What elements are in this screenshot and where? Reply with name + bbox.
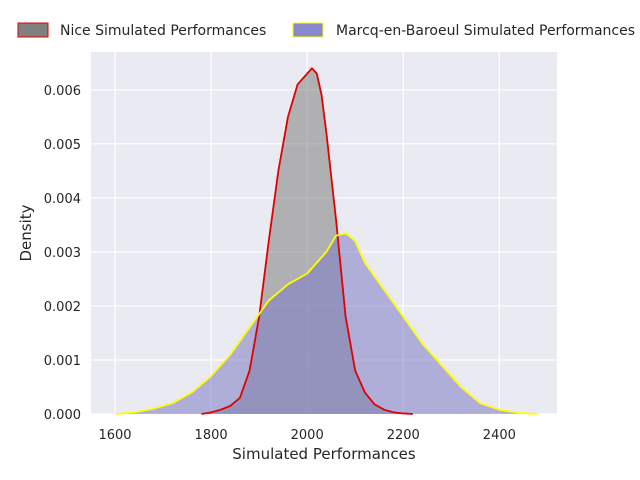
y-tick-label: 0.003 [44,246,81,261]
legend-label: Marcq-en-Baroeul Simulated Performances [336,23,635,39]
marcq-density-line [114,232,538,415]
y-axis-label: Density [17,204,35,261]
marcq-density-area [115,233,538,414]
y-axis-ticks: 0.000 0.001 0.002 0.003 0.004 0.005 0.006 [44,84,81,423]
x-tick-label: 2200 [387,428,420,443]
y-tick-label: 0.006 [44,84,81,99]
x-tick-label: 1600 [98,428,131,443]
x-tick-label: 1800 [195,428,228,443]
legend: Nice Simulated Performances Marcq-en-Baro… [17,22,635,39]
nice-density-line [201,67,413,415]
y-tick-label: 0.000 [44,408,81,423]
legend-item-nice: Nice Simulated Performances [17,22,266,39]
x-tick-label: 2400 [483,428,516,443]
legend-swatch [292,22,324,38]
x-axis-ticks: 1600 1800 2000 2200 2400 [98,428,515,443]
y-tick-label: 0.005 [44,138,81,153]
legend-item-marcq: Marcq-en-Baroeul Simulated Performances [292,22,635,39]
y-tick-label: 0.004 [44,192,81,207]
x-axis-label: Simulated Performances [232,445,416,463]
legend-swatch [17,22,49,38]
nice-density-area [201,68,413,415]
x-tick-label: 2000 [291,428,324,443]
legend-label: Nice Simulated Performances [60,23,266,39]
density-series [114,67,538,415]
y-tick-label: 0.001 [44,354,81,369]
y-tick-label: 0.002 [44,300,81,315]
